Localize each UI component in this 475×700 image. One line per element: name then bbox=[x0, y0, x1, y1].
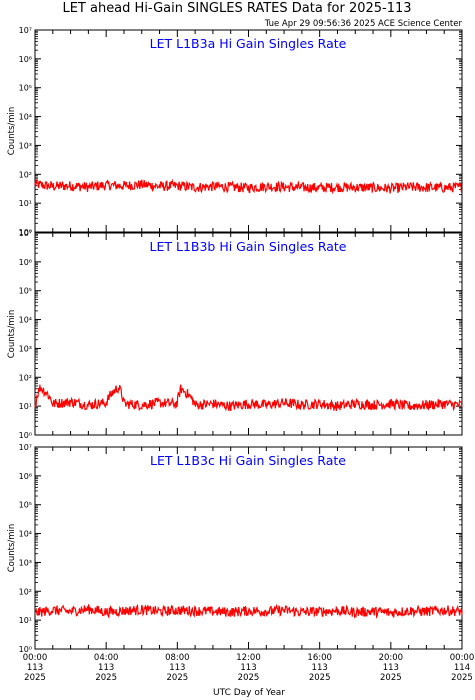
chart-panel: 10⁰ 10¹ 10² 10³ 10⁴ 10⁵ 10⁶ 10⁷ Counts/min LET L1… bbox=[7, 26, 463, 237]
x-tick-label: 12:00 bbox=[236, 653, 261, 663]
x-tick-label: 16:00 bbox=[307, 653, 332, 663]
panel-title: LET L1B3c Hi Gain Singles Rate bbox=[150, 453, 346, 468]
y-tick-label: 10⁴ bbox=[19, 113, 32, 122]
x-tick-label: 00:00 bbox=[450, 653, 475, 663]
chart-panel: 10⁰ 10¹ 10² 10³ 10⁴ 10⁵ 10⁶ 10⁷ Counts/min LET L1… bbox=[7, 229, 463, 440]
y-tick-label: 10³ bbox=[19, 558, 32, 567]
y-tick-label: 10⁷ bbox=[19, 229, 32, 238]
y-axis-label: Counts/min bbox=[7, 524, 17, 573]
y-tick-label: 10² bbox=[19, 373, 32, 382]
x-tick-label: 113 bbox=[383, 663, 399, 673]
figure-title: LET ahead Hi-Gain SINGLES RATES Data for… bbox=[62, 1, 411, 16]
x-tick-label: 2025 bbox=[238, 673, 260, 683]
y-tick-label: 10⁵ bbox=[19, 287, 32, 296]
x-tick-label: 2025 bbox=[167, 673, 189, 683]
x-tick-label: 04:00 bbox=[94, 653, 119, 663]
x-tick-label: 2025 bbox=[380, 673, 402, 683]
generated-timestamp: Tue Apr 29 09:56:36 2025 ACE Science Cen… bbox=[264, 19, 463, 29]
x-axis-label: UTC Day of Year bbox=[213, 688, 285, 698]
y-tick-label: 10⁶ bbox=[19, 55, 32, 64]
series-line bbox=[34, 603, 463, 619]
y-tick-label: 10⁵ bbox=[19, 501, 32, 510]
y-tick-label: 10⁴ bbox=[19, 316, 32, 325]
plot-frame bbox=[34, 446, 463, 650]
y-tick-label: 10¹ bbox=[19, 199, 32, 208]
y-tick-label: 10¹ bbox=[19, 616, 32, 625]
x-tick-label: 08:00 bbox=[165, 653, 190, 663]
plot-frame bbox=[34, 29, 463, 233]
y-tick-label: 10¹ bbox=[19, 402, 32, 411]
y-tick-label: 10³ bbox=[19, 344, 32, 353]
panel-title: LET L1B3a Hi Gain Singles Rate bbox=[150, 36, 347, 51]
x-tick-label: 113 bbox=[98, 663, 114, 673]
y-tick-label: 10⁴ bbox=[19, 530, 32, 539]
y-tick-label: 10⁷ bbox=[19, 26, 32, 35]
x-tick-label: 113 bbox=[169, 663, 185, 673]
x-tick-label: 00:00 bbox=[23, 653, 48, 663]
y-axis-label: Counts/min bbox=[7, 107, 17, 156]
y-tick-label: 10⁶ bbox=[19, 258, 32, 267]
y-tick-label: 10⁵ bbox=[19, 84, 32, 93]
y-tick-label: 10⁷ bbox=[19, 443, 32, 452]
chart-panels: 10⁰ 10¹ 10² 10³ 10⁴ 10⁵ 10⁶ 10⁷ Counts/min LET L1… bbox=[7, 26, 474, 683]
x-tick-label: 2025 bbox=[451, 673, 473, 683]
x-tick-label: 114 bbox=[454, 663, 470, 673]
series-line bbox=[34, 178, 463, 195]
x-tick-label: 2025 bbox=[309, 673, 331, 683]
series-line bbox=[34, 384, 463, 412]
x-tick-label: 113 bbox=[240, 663, 256, 673]
y-tick-label: 10² bbox=[19, 587, 32, 596]
x-tick-label: 113 bbox=[27, 663, 43, 673]
y-tick-label: 10² bbox=[19, 170, 32, 179]
y-tick-label: 10⁰ bbox=[19, 431, 32, 440]
chart-panel: 10⁰ 10¹ 10² 10³ 10⁴ 10⁵ 10⁶ 10⁷ Counts/min LET L1… bbox=[7, 443, 474, 683]
y-tick-label: 10⁶ bbox=[19, 472, 32, 481]
panel-title: LET L1B3b Hi Gain Singles Rate bbox=[150, 239, 347, 254]
x-tick-label: 20:00 bbox=[379, 653, 404, 663]
y-tick-label: 10⁰ bbox=[19, 228, 32, 237]
x-tick-label: 2025 bbox=[24, 673, 46, 683]
y-tick-label: 10³ bbox=[19, 141, 32, 150]
x-tick-label: 2025 bbox=[95, 673, 117, 683]
y-axis-label: Counts/min bbox=[7, 310, 17, 359]
y-tick-label: 10⁰ bbox=[19, 645, 32, 654]
x-tick-label: 113 bbox=[312, 663, 328, 673]
